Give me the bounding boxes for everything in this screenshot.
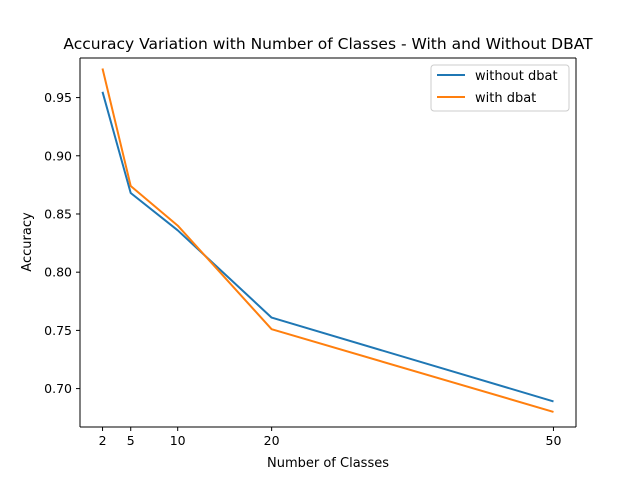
- x-axis-label: Number of Classes: [267, 456, 389, 471]
- plot-frame: [79, 57, 577, 428]
- y-tick-label: 0.90: [44, 148, 72, 163]
- chart-title: Accuracy Variation with Number of Classe…: [63, 35, 593, 53]
- x-tick-label: 20: [264, 433, 280, 448]
- series-layer: [101, 68, 554, 413]
- x-axis-ticks: 2 5 10 20 50: [99, 427, 562, 448]
- y-axis-label: Accuracy: [20, 212, 35, 272]
- x-tick-label: 10: [170, 433, 186, 448]
- y-tick-label: 0.75: [44, 323, 72, 338]
- legend-label-without-dbat: without dbat: [475, 69, 558, 84]
- x-tick-label: 50: [546, 433, 562, 448]
- y-tick-label: 0.95: [44, 90, 72, 105]
- plot-area: [80, 58, 576, 427]
- y-tick-label: 0.70: [44, 381, 72, 396]
- x-tick-label: 2: [99, 433, 107, 448]
- y-tick-label: 0.80: [44, 265, 72, 280]
- legend-box: [430, 64, 570, 112]
- y-axis-ticks: 0.70 0.75 0.80 0.85 0.90 0.95: [44, 90, 80, 396]
- y-tick-label: 0.85: [44, 206, 72, 221]
- legend: without dbat with dbat: [430, 64, 570, 112]
- x-tick-label: 5: [127, 433, 135, 448]
- legend-label-with-dbat: with dbat: [475, 91, 536, 106]
